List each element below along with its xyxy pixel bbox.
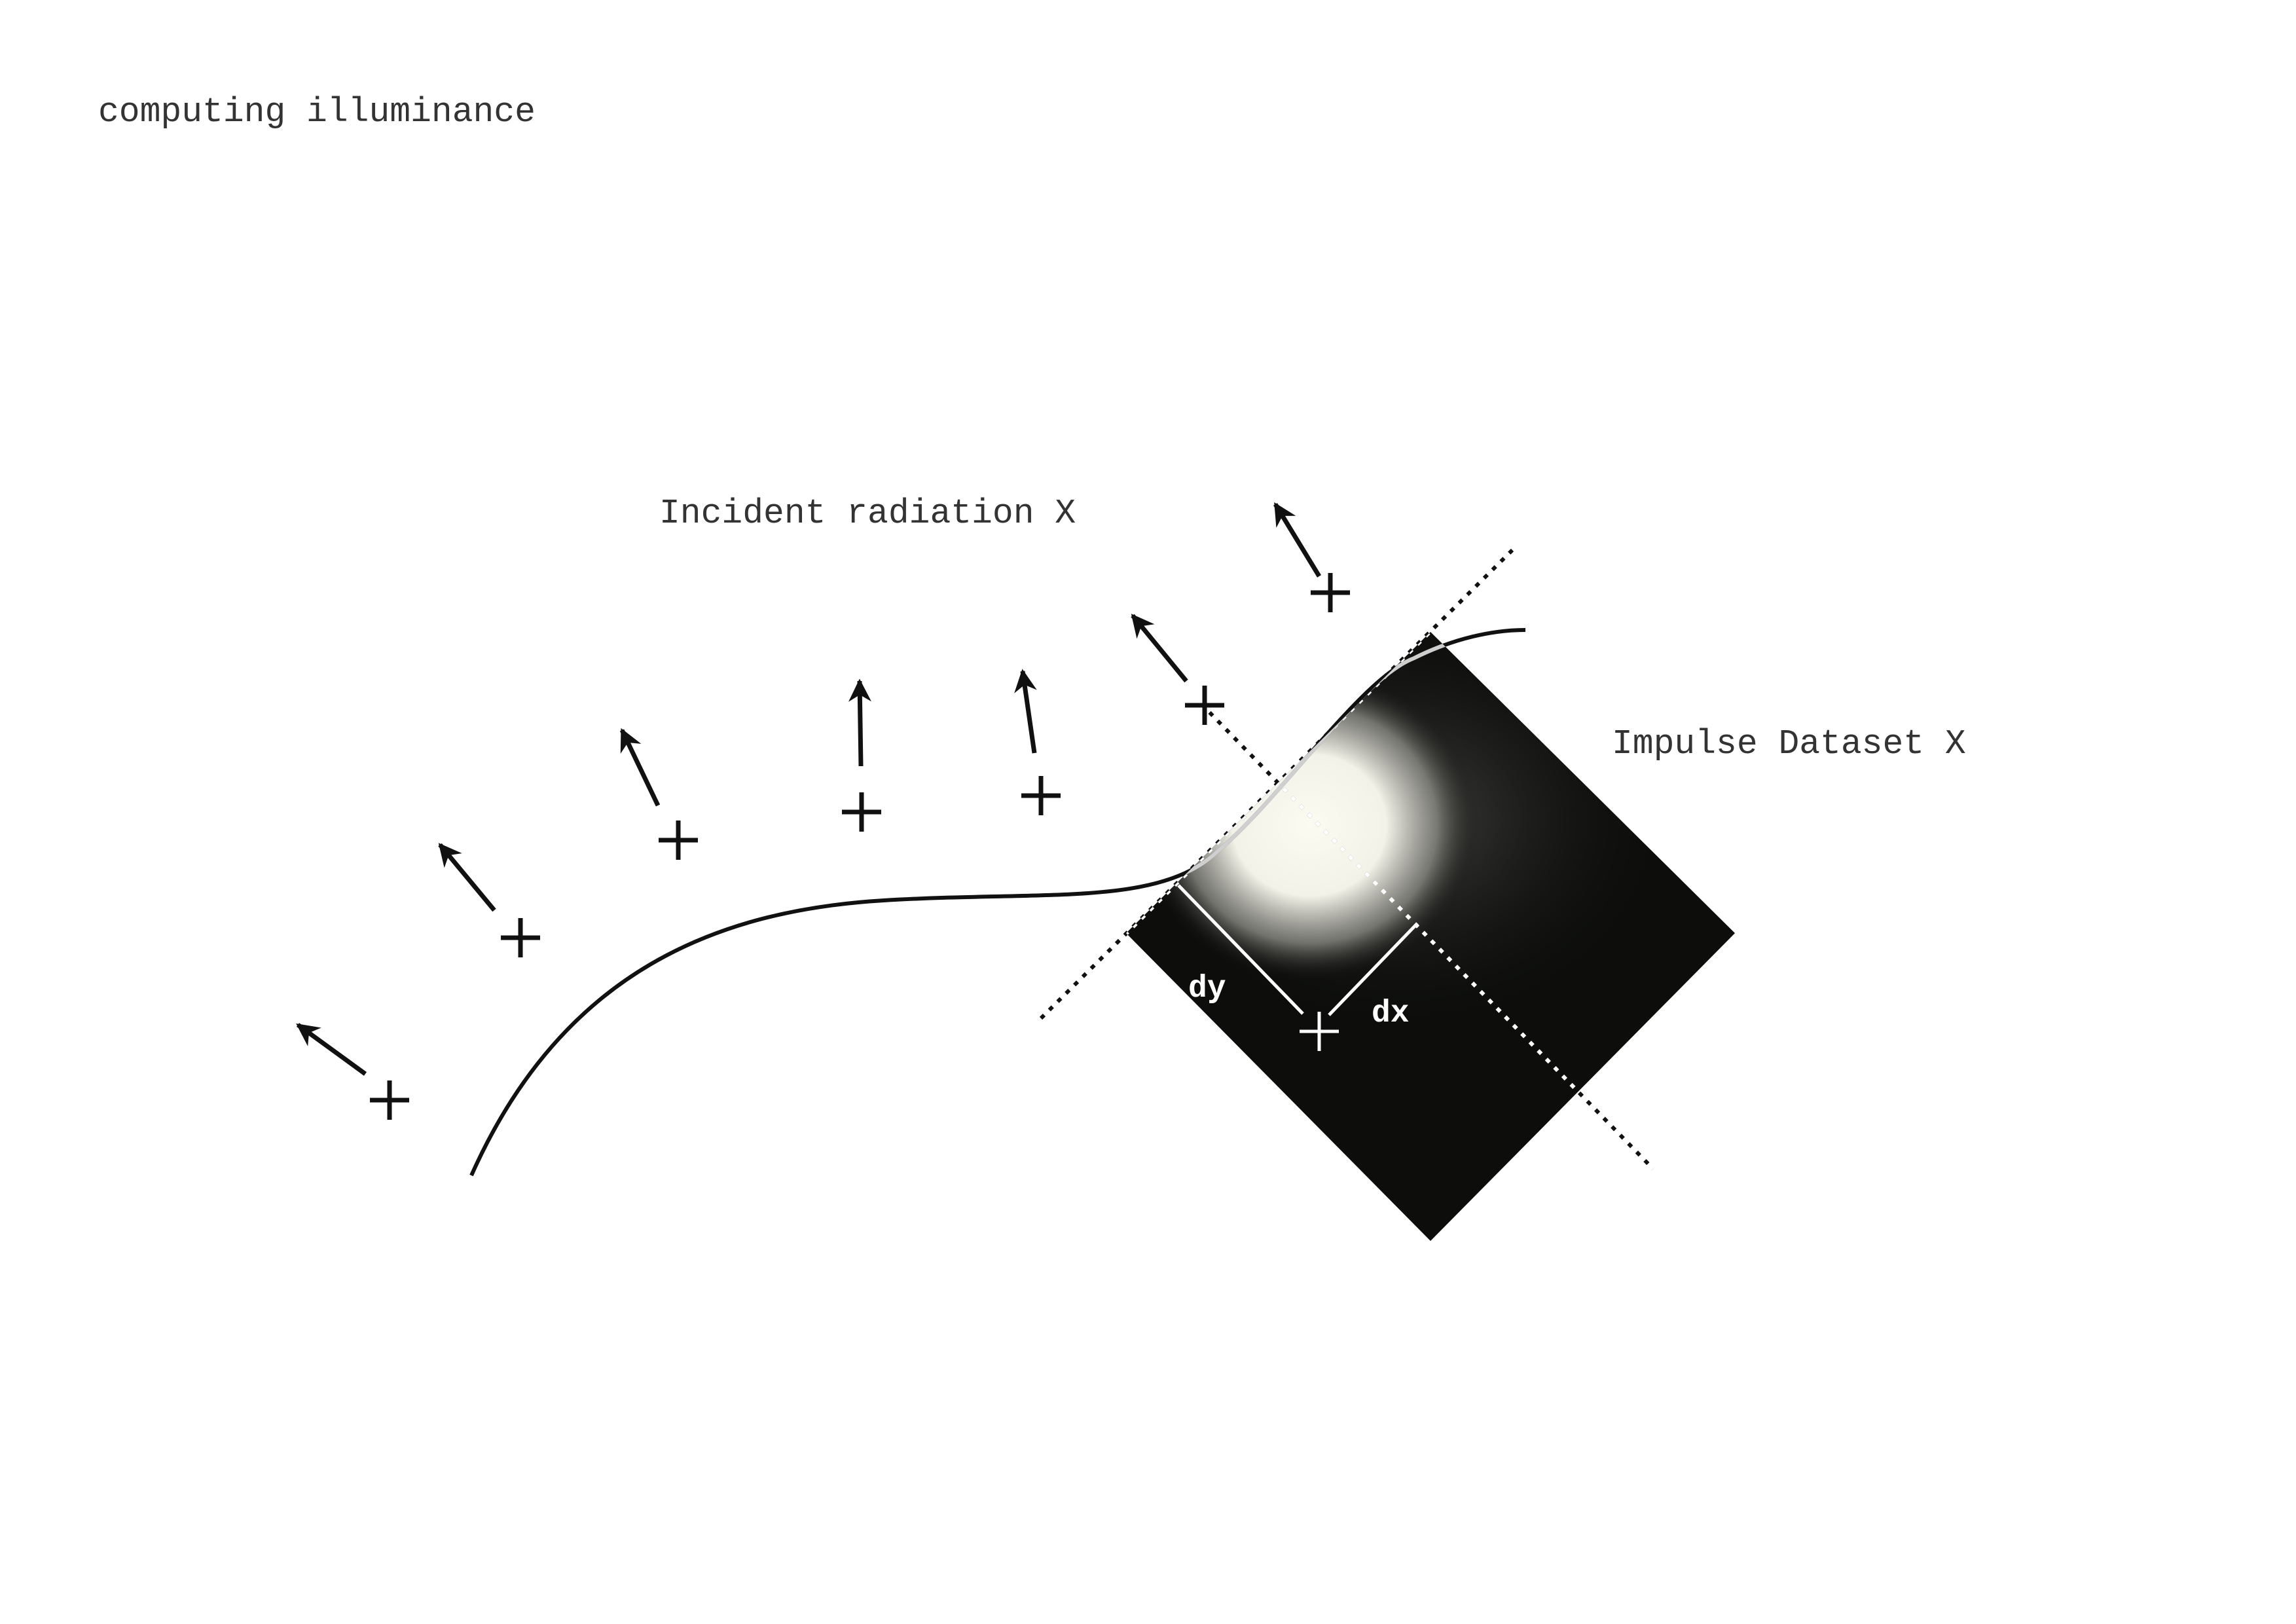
diagram-title: computing illuminance [98, 92, 536, 132]
arrow-icon [296, 1023, 367, 1076]
plus-marker-icon [1300, 1012, 1339, 1051]
normal-line [1199, 702, 1655, 1171]
dy-label: dy [1188, 971, 1226, 1006]
arrow-icon [1131, 614, 1188, 683]
impulse-dataset-label: Impulse Dataset X [1612, 724, 1966, 764]
arrow-icon [438, 843, 496, 912]
arrow-icon [1273, 502, 1321, 578]
plus-marker-icon [1185, 686, 1224, 725]
plus-marker-icon [842, 792, 881, 832]
incident-arrows [296, 502, 1321, 1076]
dx-label: dx [1372, 996, 1410, 1031]
plus-marker-icon [1311, 573, 1350, 612]
plus-marker-icon [370, 1080, 409, 1120]
sample-markers [370, 573, 1350, 1120]
dataset-highlight [1139, 668, 1480, 982]
arrow-icon [848, 678, 871, 767]
arrow-icon [1014, 669, 1037, 754]
dx-line [1328, 922, 1419, 1016]
plus-marker-icon [1021, 776, 1061, 815]
arrow-icon [619, 728, 661, 807]
incident-radiation-label: Incident radiation X [659, 494, 1076, 533]
impulse-dataset [1126, 632, 1735, 1241]
plus-marker-icon [501, 918, 540, 957]
measurement [1177, 884, 1419, 1051]
dy-line [1177, 884, 1304, 1015]
plus-marker-icon [659, 821, 698, 860]
